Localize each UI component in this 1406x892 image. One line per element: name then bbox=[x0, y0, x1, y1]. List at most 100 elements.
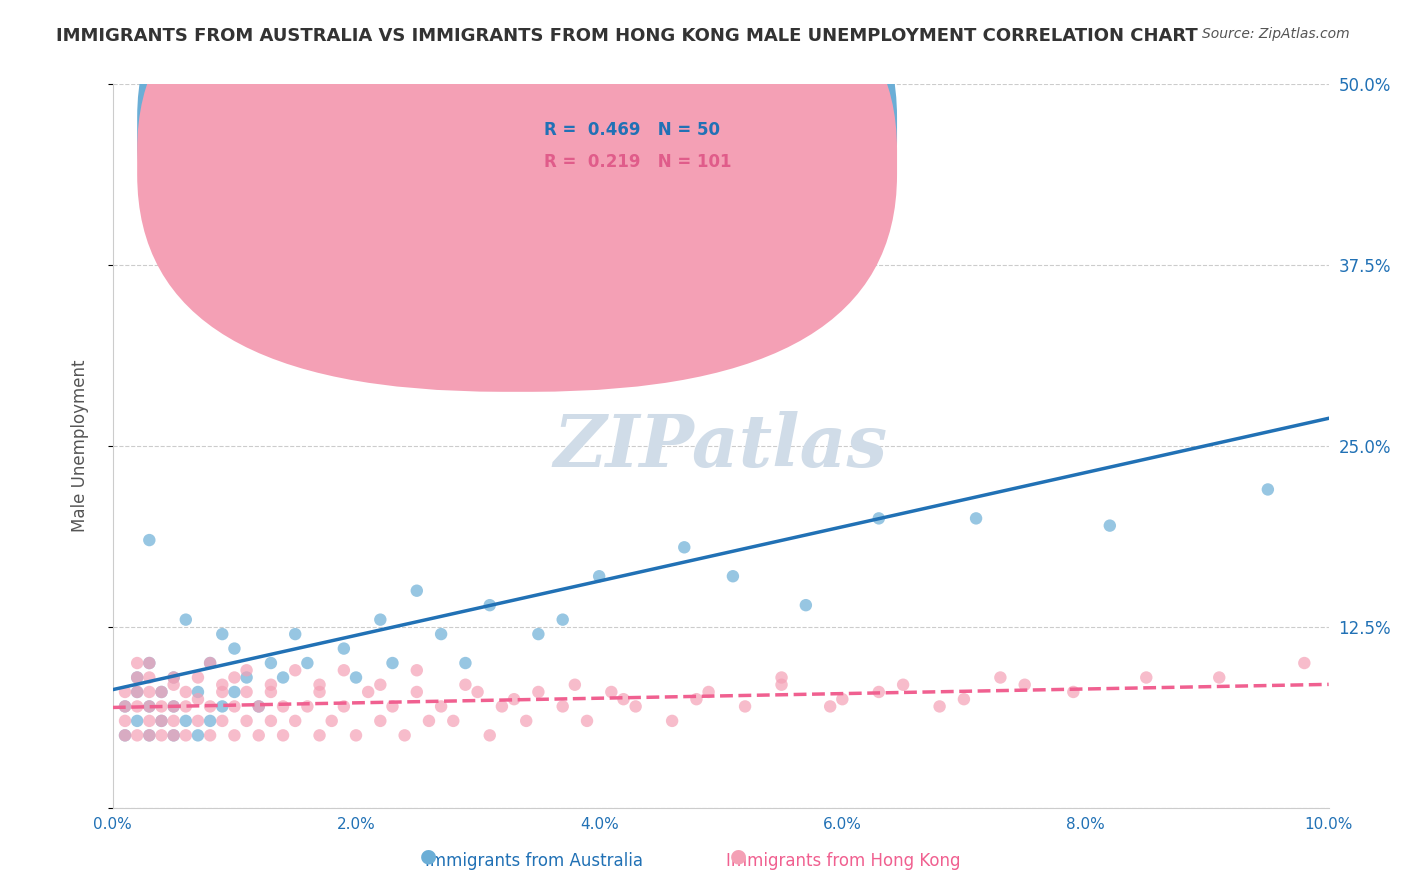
Point bbox=[527, 685, 550, 699]
Point bbox=[198, 714, 221, 728]
Point bbox=[235, 714, 257, 728]
Point bbox=[163, 678, 186, 692]
Point bbox=[357, 685, 380, 699]
Point bbox=[127, 728, 149, 742]
Point bbox=[187, 685, 209, 699]
Point bbox=[114, 699, 136, 714]
Point bbox=[344, 671, 367, 685]
Point bbox=[405, 685, 427, 699]
Point bbox=[138, 656, 160, 670]
Point bbox=[1014, 678, 1036, 692]
Point bbox=[163, 728, 186, 742]
Point bbox=[673, 541, 696, 555]
Point bbox=[260, 714, 283, 728]
Point bbox=[405, 583, 427, 598]
Point bbox=[1257, 483, 1279, 497]
Point bbox=[624, 178, 647, 193]
FancyBboxPatch shape bbox=[478, 103, 806, 189]
Point bbox=[187, 692, 209, 706]
Point bbox=[163, 699, 186, 714]
Point bbox=[163, 714, 186, 728]
Point bbox=[370, 678, 392, 692]
Point bbox=[297, 656, 319, 670]
Point bbox=[174, 699, 197, 714]
Point bbox=[588, 569, 610, 583]
Point bbox=[198, 728, 221, 742]
Point bbox=[247, 699, 270, 714]
Point bbox=[138, 728, 160, 742]
Point bbox=[247, 728, 270, 742]
Point bbox=[308, 728, 330, 742]
Point bbox=[953, 692, 976, 706]
Point bbox=[235, 671, 257, 685]
Point bbox=[344, 728, 367, 742]
Point bbox=[794, 598, 817, 612]
Point bbox=[211, 685, 233, 699]
Point bbox=[770, 671, 793, 685]
Point bbox=[430, 627, 453, 641]
Point bbox=[138, 714, 160, 728]
Text: ●: ● bbox=[730, 847, 747, 865]
Text: Immigrants from Hong Kong: Immigrants from Hong Kong bbox=[727, 852, 960, 870]
Point bbox=[394, 728, 416, 742]
Point bbox=[260, 656, 283, 670]
Point bbox=[284, 714, 307, 728]
Point bbox=[576, 714, 599, 728]
Point bbox=[198, 699, 221, 714]
Point bbox=[211, 699, 233, 714]
Point bbox=[503, 692, 526, 706]
Point bbox=[1098, 518, 1121, 533]
Point bbox=[564, 678, 586, 692]
Point bbox=[174, 613, 197, 627]
Point bbox=[441, 714, 464, 728]
Point bbox=[127, 685, 149, 699]
Y-axis label: Male Unemployment: Male Unemployment bbox=[72, 359, 89, 533]
Point bbox=[370, 613, 392, 627]
Point bbox=[187, 714, 209, 728]
Point bbox=[224, 641, 246, 656]
Point bbox=[1135, 671, 1157, 685]
Point bbox=[370, 714, 392, 728]
Point bbox=[127, 685, 149, 699]
Point bbox=[491, 699, 513, 714]
Point bbox=[333, 663, 356, 677]
Point bbox=[211, 678, 233, 692]
Point bbox=[127, 699, 149, 714]
Point bbox=[127, 671, 149, 685]
Text: ●: ● bbox=[420, 847, 437, 865]
Text: R =  0.469   N = 50: R = 0.469 N = 50 bbox=[544, 121, 720, 139]
Point bbox=[127, 671, 149, 685]
Point bbox=[990, 671, 1012, 685]
Text: ZIPatlas: ZIPatlas bbox=[554, 410, 887, 482]
Point bbox=[211, 627, 233, 641]
Point bbox=[527, 627, 550, 641]
Point bbox=[891, 678, 914, 692]
Point bbox=[138, 728, 160, 742]
Text: Source: ZipAtlas.com: Source: ZipAtlas.com bbox=[1202, 27, 1350, 41]
Point bbox=[114, 699, 136, 714]
Point bbox=[454, 678, 477, 692]
Point bbox=[454, 656, 477, 670]
Point bbox=[405, 663, 427, 677]
Point bbox=[127, 656, 149, 670]
Point bbox=[612, 692, 634, 706]
Point bbox=[381, 699, 404, 714]
Point bbox=[235, 685, 257, 699]
Point bbox=[515, 714, 537, 728]
Point bbox=[381, 656, 404, 670]
Point bbox=[284, 663, 307, 677]
Point bbox=[224, 671, 246, 685]
Text: IMMIGRANTS FROM AUSTRALIA VS IMMIGRANTS FROM HONG KONG MALE UNEMPLOYMENT CORRELA: IMMIGRANTS FROM AUSTRALIA VS IMMIGRANTS … bbox=[56, 27, 1198, 45]
Point bbox=[333, 699, 356, 714]
Point bbox=[697, 685, 720, 699]
Point bbox=[163, 728, 186, 742]
FancyBboxPatch shape bbox=[138, 0, 897, 359]
Point bbox=[187, 671, 209, 685]
Point bbox=[187, 728, 209, 742]
Point bbox=[721, 569, 744, 583]
Point bbox=[685, 692, 707, 706]
Point bbox=[661, 714, 683, 728]
Point bbox=[127, 714, 149, 728]
Point bbox=[138, 699, 160, 714]
Point bbox=[928, 699, 950, 714]
